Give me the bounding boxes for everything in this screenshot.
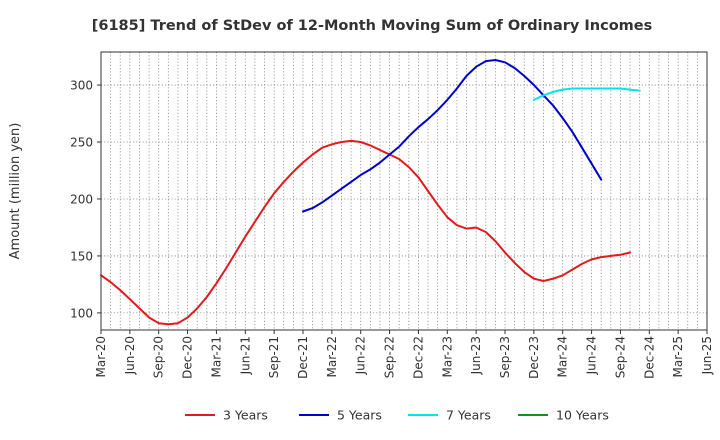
x-tick-label: Sep-23 [498, 336, 512, 378]
y-tick-label: 150 [70, 249, 93, 263]
x-tick-label: Mar-21 [209, 336, 223, 377]
x-tick-label: Dec-23 [527, 336, 541, 379]
y-axis-label: Amount (million yen) [8, 123, 23, 260]
x-tick-label: Jun-24 [585, 336, 599, 375]
x-tick-label: Mar-25 [671, 336, 685, 377]
legend-label-10-years: 10 Years [556, 408, 609, 423]
x-tick-label: Mar-20 [94, 336, 108, 377]
x-tick-label: Jun-21 [238, 336, 252, 375]
y-axis-ticks: 100 150 200 250 300 [70, 79, 101, 320]
x-axis-ticks: Mar-20 Jun-20 Sep-20 Dec-20 Mar-21 Jun-21 Sep-… [94, 330, 714, 379]
x-tick-label: Dec-22 [411, 336, 425, 379]
plot-area [101, 52, 707, 330]
legend-label-5-years: 5 Years [337, 408, 382, 423]
y-tick-label: 100 [70, 306, 93, 320]
x-tick-label: Sep-22 [383, 336, 397, 378]
x-tick-label: Mar-24 [556, 336, 570, 377]
x-tick-label: Jun-20 [123, 336, 137, 375]
x-tick-label: Dec-21 [296, 336, 310, 379]
series-line-7-years [532, 87, 641, 101]
y-tick-label: 300 [70, 79, 93, 93]
x-tick-label: Jun-23 [469, 336, 483, 375]
x-tick-label: Sep-20 [152, 336, 166, 378]
series-lines [100, 59, 641, 326]
x-tick-label: Jun-25 [700, 336, 714, 375]
series-line-5-years [302, 59, 603, 213]
y-tick-label: 250 [70, 136, 93, 150]
legend-label-7-years: 7 Years [446, 408, 491, 423]
x-tick-label: Sep-24 [613, 336, 627, 378]
x-tick-label: Dec-20 [181, 336, 195, 379]
legend-label-3-years: 3 Years [223, 408, 268, 423]
legend: 3 Years 5 Years 7 Years 10 Years [185, 408, 609, 423]
x-tick-label: Dec-24 [642, 336, 656, 379]
x-tick-label: Sep-21 [267, 336, 281, 378]
plot-border [100, 51, 708, 331]
chart-title: [6185] Trend of StDev of 12-Month Moving… [92, 18, 653, 34]
y-tick-label: 200 [70, 192, 93, 206]
x-tick-label: Mar-23 [440, 336, 454, 377]
x-tick-label: Mar-22 [325, 336, 339, 377]
x-tick-label: Jun-22 [354, 336, 368, 375]
series-line-3-years [100, 139, 631, 326]
